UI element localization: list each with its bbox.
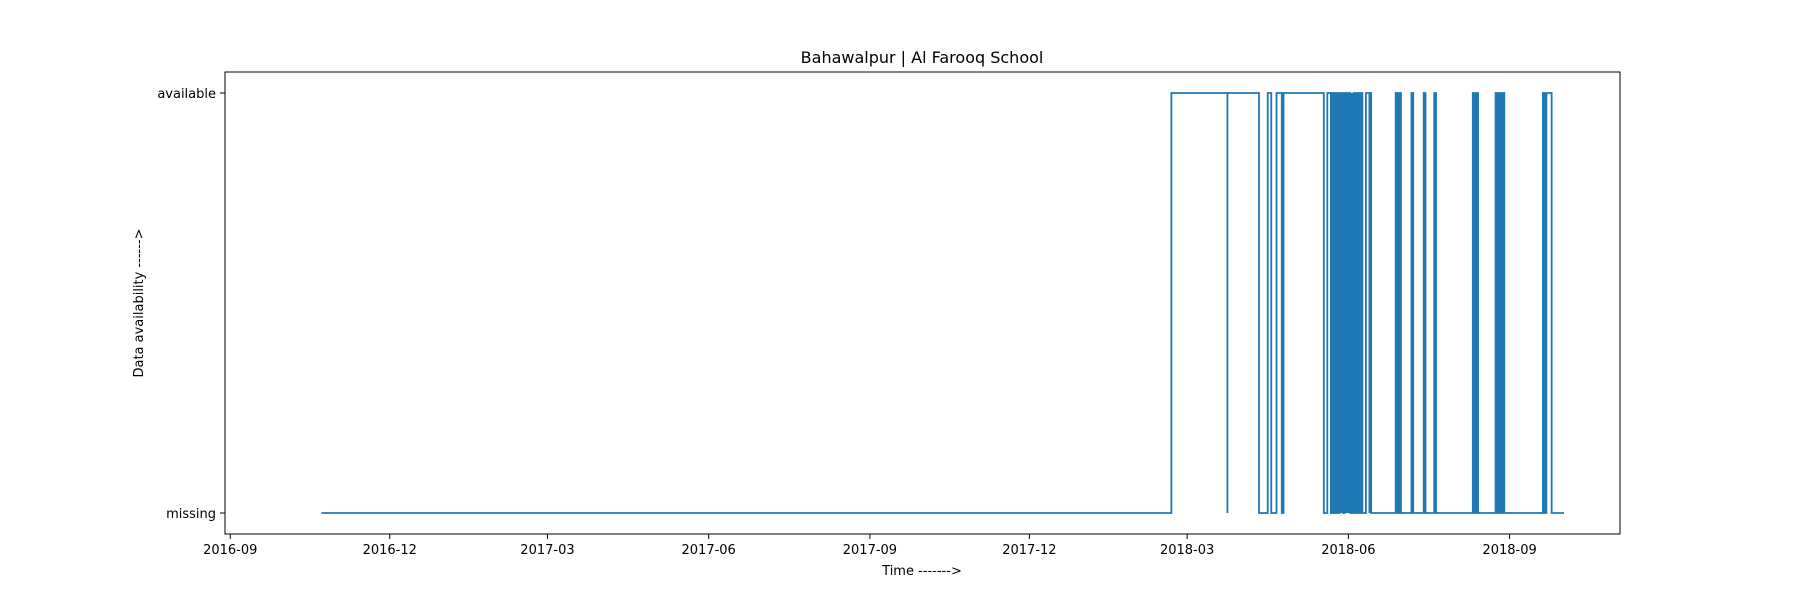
x-tick-label: 2018-06 [1321, 543, 1375, 558]
y-axis-label: Data availability ------> [132, 228, 147, 377]
y-tick-label: missing [166, 507, 216, 522]
x-axis-ticks: 2016-09 2016-12 2017-03 2017-06 2017-09 2017-… [203, 534, 1537, 558]
x-tick-label: 2017-06 [682, 543, 736, 558]
y-tick-label: available [157, 87, 216, 102]
x-tick-label: 2017-09 [843, 543, 897, 558]
plot-area: 2016-09 2016-12 2017-03 2017-06 2017-09 2017-… [157, 71, 1621, 558]
chart-title: Bahawalpur | Al Farooq School [801, 48, 1044, 67]
availability-series-line [321, 92, 1564, 514]
y-axis-ticks: missing available [157, 87, 225, 522]
x-axis-label: Time -------> [881, 564, 962, 579]
x-tick-label: 2016-12 [363, 543, 417, 558]
x-tick-label: 2016-09 [203, 543, 257, 558]
x-tick-label: 2018-03 [1160, 543, 1214, 558]
x-tick-label: 2017-12 [1002, 543, 1056, 558]
plot-frame [224, 71, 1621, 535]
x-tick-label: 2017-03 [520, 543, 574, 558]
x-tick-label: 2018-09 [1482, 543, 1536, 558]
